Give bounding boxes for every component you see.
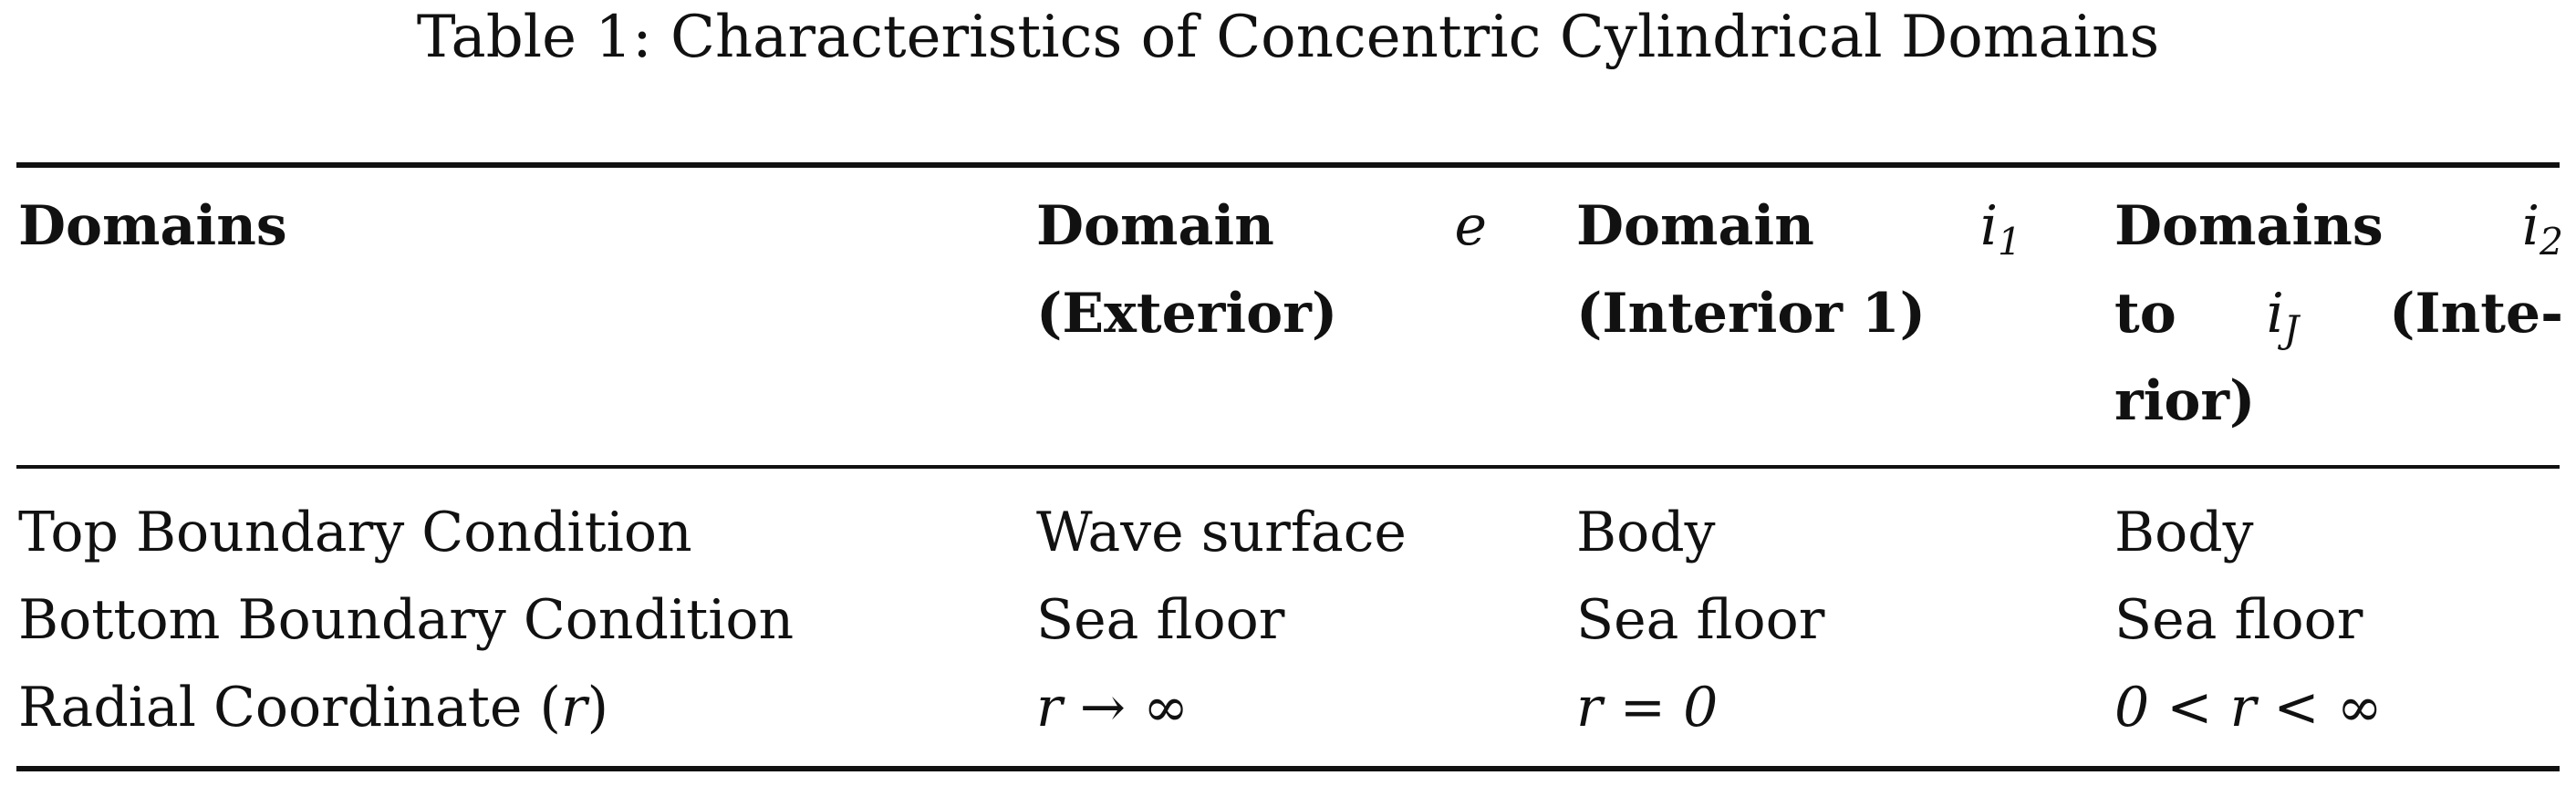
cell-interior-1-radial-coordinate: r = 0 <box>1576 676 1719 739</box>
header-interiors-line1: Domains i2 <box>2114 194 2563 264</box>
header-exterior: Domain e (Exterior) <box>1036 182 1487 357</box>
cell-interiors-bottom-boundary: Sea floor <box>2114 588 2363 652</box>
header-interior-1-line1: Domain i1 <box>1576 194 2021 264</box>
table-caption: Table 1: Characteristics of Concentric C… <box>0 0 2576 88</box>
cell-interiors-top-boundary: Body <box>2114 501 2254 564</box>
caption-label: Table 1: <box>416 4 652 71</box>
cell-interior-1-top-boundary: Body <box>1576 501 1716 564</box>
header-interior-1: Domain i1 (Interior 1) <box>1576 182 2021 357</box>
cell-exterior-radial-coordinate: r → ∞ <box>1036 676 1189 739</box>
table-bottom-rule <box>16 766 2560 771</box>
table-header-rule <box>16 465 2560 469</box>
caption-title: Characteristics of Concentric Cylindrica… <box>670 4 2160 71</box>
row-label-radial-coordinate: Radial Coordinate (r) <box>18 676 609 739</box>
header-interiors-line3: rior) <box>2114 369 2256 433</box>
header-interiors: Domains i2 to iJ (Inte- rior) <box>2114 182 2563 445</box>
row-label-bottom-boundary: Bottom Boundary Condition <box>18 588 795 652</box>
cell-interiors-radial-coordinate: 0 < r < ∞ <box>2114 676 2383 739</box>
row-label-top-boundary: Top Boundary Condition <box>18 501 692 564</box>
header-exterior-line1: Domain e <box>1036 194 1487 258</box>
cell-interior-1-bottom-boundary: Sea floor <box>1576 588 1825 652</box>
cell-exterior-bottom-boundary: Sea floor <box>1036 588 1285 652</box>
header-interiors-line2: to iJ (Inte- <box>2114 282 2563 352</box>
header-domains: Domains <box>18 194 287 258</box>
header-exterior-line2: (Exterior) <box>1036 282 1338 346</box>
cell-exterior-top-boundary: Wave surface <box>1036 501 1407 564</box>
table-top-rule <box>16 162 2560 168</box>
header-interior-1-line2: (Interior 1) <box>1576 282 1927 346</box>
